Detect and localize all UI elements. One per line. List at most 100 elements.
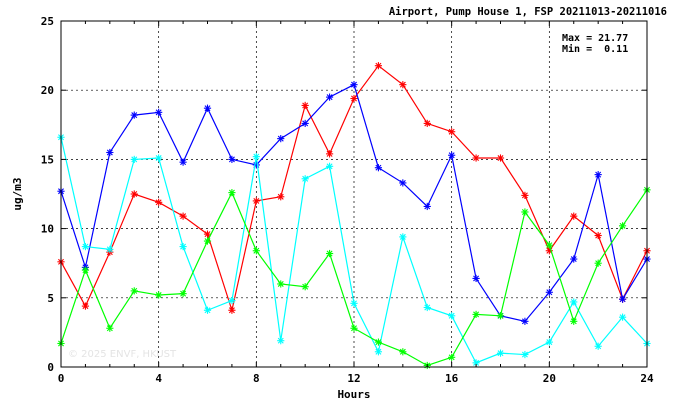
data-point — [130, 190, 138, 198]
data-point — [496, 154, 505, 162]
data-point — [618, 313, 627, 321]
y-tick-label: 0 — [47, 361, 54, 374]
data-point — [203, 237, 212, 245]
data-point — [277, 193, 285, 201]
x-axis-label: Hours — [337, 388, 370, 401]
data-point — [301, 175, 309, 183]
data-point — [81, 242, 90, 251]
data-point — [496, 349, 505, 357]
data-point — [496, 312, 505, 320]
y-tick-label: 10 — [41, 223, 54, 236]
data-point — [570, 255, 578, 263]
data-point — [277, 135, 285, 143]
data-point — [179, 212, 187, 220]
data-point — [545, 241, 553, 249]
data-point — [301, 283, 309, 291]
data-point — [594, 259, 602, 267]
data-point — [374, 338, 383, 346]
data-point — [350, 324, 358, 332]
data-point — [179, 158, 187, 166]
data-point — [301, 101, 309, 110]
data-point — [570, 298, 578, 306]
data-point — [203, 104, 212, 112]
data-point — [325, 162, 334, 170]
data-point — [374, 164, 383, 172]
data-point — [106, 148, 114, 157]
data-point — [521, 191, 529, 199]
x-tick-label: 0 — [58, 372, 65, 385]
data-point — [301, 119, 309, 128]
data-point — [130, 287, 138, 295]
data-point — [594, 231, 602, 240]
data-point — [106, 324, 114, 332]
data-point — [423, 303, 431, 312]
series-layer — [57, 62, 651, 370]
data-point — [252, 161, 260, 169]
axis-ticks: 0 4 8 12 16 20 24 0 5 10 15 20 25 — [41, 15, 654, 385]
stat-min: Min = 0.11 — [562, 43, 628, 55]
data-point — [448, 312, 456, 320]
data-point — [203, 306, 212, 314]
y-tick-label: 25 — [41, 15, 54, 28]
data-point — [521, 208, 529, 216]
data-point — [570, 212, 578, 220]
series-3 — [57, 133, 651, 367]
data-point — [325, 249, 334, 258]
data-point — [545, 338, 553, 346]
data-point — [521, 350, 529, 359]
data-point — [130, 155, 138, 163]
data-point — [203, 230, 212, 238]
data-point — [374, 62, 383, 70]
stat-max: Max = 21.77 — [562, 33, 628, 44]
data-point — [81, 302, 90, 310]
data-point — [252, 247, 260, 255]
data-point — [155, 154, 163, 162]
data-point — [350, 94, 358, 103]
x-tick-label: 16 — [445, 372, 459, 385]
data-point — [448, 128, 456, 136]
data-point — [228, 296, 236, 305]
data-point — [399, 81, 407, 89]
data-point — [228, 155, 236, 163]
data-point — [350, 81, 358, 89]
data-point — [350, 299, 358, 307]
data-point — [155, 198, 163, 206]
data-point — [179, 290, 187, 298]
x-tick-label: 20 — [543, 372, 556, 385]
data-point — [374, 348, 383, 356]
data-point — [594, 342, 602, 350]
x-tick-label: 8 — [253, 372, 260, 385]
y-tick-label: 20 — [41, 84, 54, 97]
data-point — [618, 222, 627, 230]
data-point — [594, 171, 602, 179]
data-point — [399, 179, 407, 187]
data-point — [448, 151, 456, 159]
x-tick-label: 4 — [155, 372, 162, 385]
data-point — [130, 111, 138, 119]
data-point — [228, 306, 236, 314]
watermark: © 2025 ENVF, HKUST — [68, 349, 177, 360]
data-point — [325, 150, 334, 158]
data-point — [570, 317, 578, 325]
data-point — [106, 245, 114, 253]
chart-title: Airport, Pump House 1, FSP 20211013-2021… — [389, 6, 667, 18]
data-point — [399, 233, 407, 241]
y-axis-label: ug/m3 — [11, 177, 24, 210]
data-point — [155, 291, 163, 299]
y-tick-label: 15 — [41, 153, 54, 166]
data-point — [618, 295, 627, 303]
x-tick-label: 12 — [347, 372, 360, 385]
data-point — [423, 202, 431, 211]
y-tick-label: 5 — [47, 292, 54, 305]
data-point — [277, 280, 285, 288]
data-point — [81, 266, 90, 274]
data-point — [252, 153, 260, 161]
x-tick-label: 24 — [640, 372, 654, 385]
data-point — [277, 337, 285, 345]
data-point — [472, 154, 480, 162]
data-point — [521, 317, 529, 325]
data-point — [252, 197, 260, 205]
data-point — [179, 242, 187, 251]
data-point — [325, 93, 334, 101]
